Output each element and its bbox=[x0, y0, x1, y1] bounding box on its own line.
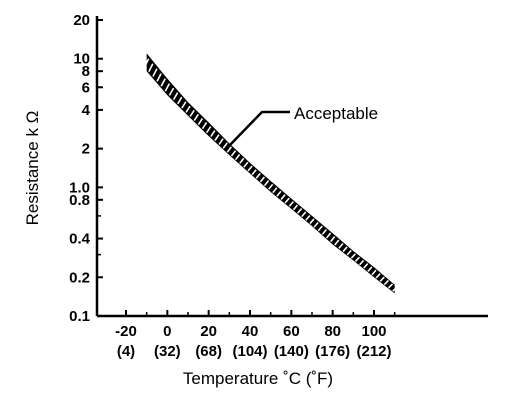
y-axis-title: Resistance k Ω bbox=[23, 111, 42, 226]
band-hatch bbox=[371, 269, 377, 276]
x-axis-title: Temperature ˚C (˚F) bbox=[183, 369, 333, 388]
band-hatch bbox=[346, 249, 352, 256]
band-hatch bbox=[193, 113, 199, 121]
band-hatch bbox=[259, 176, 266, 183]
y-tick-label: 0.4 bbox=[69, 231, 91, 248]
band-hatch bbox=[263, 180, 270, 187]
band-hatch bbox=[363, 263, 369, 269]
band-hatch bbox=[330, 236, 336, 243]
band-hatch bbox=[284, 197, 290, 204]
band-hatch bbox=[247, 165, 253, 172]
band-hatch bbox=[189, 109, 195, 117]
x-tick-label-f: (140) bbox=[274, 343, 309, 360]
band-hatch bbox=[226, 146, 232, 153]
band-hatch bbox=[321, 229, 328, 235]
y-tick-label: 20 bbox=[73, 12, 90, 29]
band-hatch bbox=[243, 161, 249, 168]
band-hatch bbox=[342, 246, 348, 253]
band-hatch bbox=[334, 239, 340, 246]
band-hatch bbox=[309, 218, 315, 225]
annotations: Acceptable bbox=[227, 104, 378, 148]
annotation-leader bbox=[227, 110, 290, 148]
band-hatch bbox=[177, 96, 183, 105]
ticks bbox=[97, 19, 396, 317]
y-tick-label: 0.8 bbox=[69, 192, 90, 209]
x-tick-label: 60 bbox=[283, 323, 300, 340]
band-hatch bbox=[143, 58, 150, 68]
band-hatch bbox=[292, 204, 299, 211]
band-hatch bbox=[367, 266, 373, 272]
y-tick-label: 0.2 bbox=[69, 269, 90, 286]
y-tick-label: 4 bbox=[82, 102, 91, 119]
x-tick-label-f: (176) bbox=[315, 343, 350, 360]
y-tick-label: 0.1 bbox=[69, 308, 90, 325]
x-tick-label: 0 bbox=[163, 323, 171, 340]
x-tick-label: 40 bbox=[242, 323, 259, 340]
band-hatch bbox=[280, 194, 286, 200]
band-hatch bbox=[214, 134, 220, 141]
x-tick-label-f: (104) bbox=[232, 343, 267, 360]
band-hatch bbox=[387, 283, 394, 289]
band-hatch bbox=[317, 225, 323, 232]
band-hatch bbox=[276, 190, 282, 197]
band-hatch bbox=[325, 232, 332, 239]
band-hatch bbox=[197, 117, 204, 126]
band-hatch bbox=[218, 138, 224, 145]
band-hatch bbox=[164, 83, 171, 92]
axes bbox=[95, 16, 488, 318]
band-hatch bbox=[296, 208, 303, 214]
x-tick-label-f: (32) bbox=[154, 343, 181, 360]
y-tick-label: 6 bbox=[82, 79, 90, 96]
x-tick-label: 20 bbox=[200, 323, 217, 340]
band-hatch bbox=[313, 221, 319, 228]
band-hatch bbox=[152, 68, 158, 77]
band-hatch bbox=[383, 279, 389, 286]
band-hatch bbox=[234, 154, 241, 161]
x-tick-label: 80 bbox=[324, 323, 341, 340]
band-hatch bbox=[288, 201, 294, 207]
x-tick-label-f: (68) bbox=[195, 343, 222, 360]
band-hatch bbox=[305, 214, 311, 221]
y-tick-label: 10 bbox=[73, 51, 90, 68]
band-hatch bbox=[148, 63, 154, 72]
band-hatch bbox=[350, 253, 356, 259]
band-hatch bbox=[156, 73, 162, 82]
x-tick-label-f: (212) bbox=[356, 343, 391, 360]
x-tick-label-f: (4) bbox=[117, 343, 135, 360]
band-hatch bbox=[301, 211, 307, 218]
band-hatch bbox=[181, 101, 187, 109]
y-tick-label: 2 bbox=[82, 141, 90, 158]
band-hatch bbox=[375, 273, 381, 279]
x-tick-label: -20 bbox=[115, 323, 137, 340]
band-hatch bbox=[168, 87, 175, 96]
band-hatch bbox=[379, 276, 385, 282]
band-hatch bbox=[338, 242, 344, 249]
band-hatch bbox=[185, 105, 191, 113]
band-hatch bbox=[392, 286, 398, 292]
band-hatch bbox=[272, 187, 278, 194]
band-hatch bbox=[210, 130, 216, 138]
acceptable-band bbox=[143, 53, 398, 294]
annotation-acceptable: Acceptable bbox=[294, 104, 378, 123]
band-hatch bbox=[172, 92, 179, 101]
band-hatch bbox=[239, 157, 245, 164]
band-hatch bbox=[354, 256, 361, 262]
band-hatch bbox=[205, 126, 212, 134]
band-hatch bbox=[359, 259, 365, 266]
band-hatch bbox=[222, 142, 228, 149]
y-tick-label: 1.0 bbox=[69, 179, 90, 196]
band-hatch bbox=[160, 78, 166, 87]
band-hatch bbox=[255, 172, 261, 179]
y-tick-label: 8 bbox=[82, 63, 90, 80]
band-hatch bbox=[251, 169, 257, 176]
band-hatch bbox=[268, 183, 274, 190]
acceptable-band-area bbox=[146, 53, 395, 294]
x-tick-label: 100 bbox=[361, 323, 386, 340]
band-hatch bbox=[230, 150, 237, 157]
band-hatch bbox=[201, 122, 208, 130]
